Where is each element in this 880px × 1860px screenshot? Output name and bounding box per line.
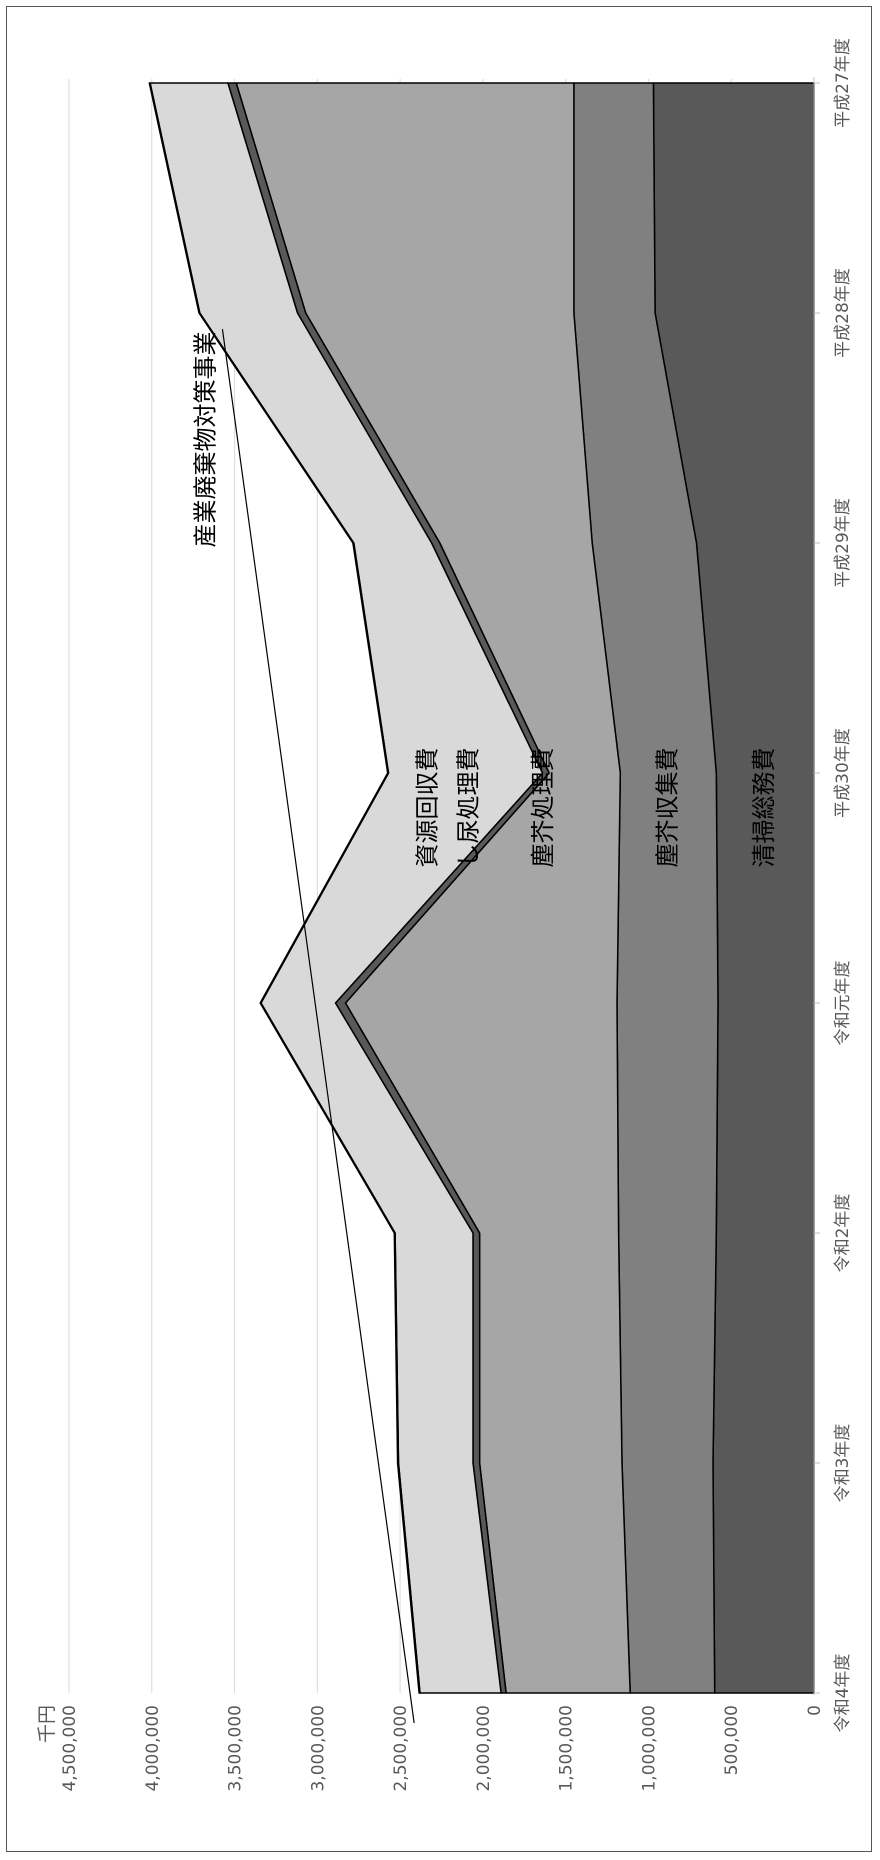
value-tick-label: 1,500,000 (557, 1705, 577, 1792)
category-tick-label: 令和3年度 (833, 1424, 853, 1503)
value-tick-label: 0 (805, 1705, 825, 1716)
series-label-4: 資源回収費 (413, 748, 441, 868)
unit-label: 千円 (36, 1705, 58, 1743)
category-tick-label: 令和元年度 (833, 961, 853, 1046)
series-label-0: 清掃総務費 (750, 748, 778, 868)
value-tick-label: 1,000,000 (639, 1705, 659, 1792)
axes: 平成27年度平成28年度平成29年度平成30年度令和元年度令和2年度令和3年度令… (36, 38, 853, 1791)
series-label-leader (221, 329, 415, 1724)
value-tick-label: 500,000 (722, 1705, 742, 1775)
value-tick-label: 3,500,000 (226, 1705, 246, 1792)
series-label-1: 塵芥収集費 (653, 748, 681, 868)
value-tick-label: 2,000,000 (474, 1705, 494, 1792)
value-tick-label: 4,500,000 (60, 1705, 80, 1792)
category-tick-label: 令和2年度 (833, 1194, 853, 1273)
value-tick-label: 3,000,000 (308, 1705, 328, 1792)
series-label-3: し尿処理費 (455, 748, 483, 868)
series-label-5: 産業廃棄物対策事業 (191, 332, 219, 548)
area-series (148, 82, 815, 1694)
value-tick-label: 2,500,000 (391, 1705, 411, 1792)
category-tick-label: 平成28年度 (833, 268, 853, 358)
category-tick-label: 平成29年度 (833, 498, 853, 588)
area-series-5 (148, 82, 421, 1694)
value-tick-label: 4,000,000 (143, 1705, 163, 1792)
category-tick-label: 令和4年度 (833, 1654, 853, 1733)
category-tick-label: 平成30年度 (833, 728, 853, 818)
category-tick-label: 平成27年度 (833, 38, 853, 128)
series-label-2: 塵芥処理費 (529, 748, 557, 868)
